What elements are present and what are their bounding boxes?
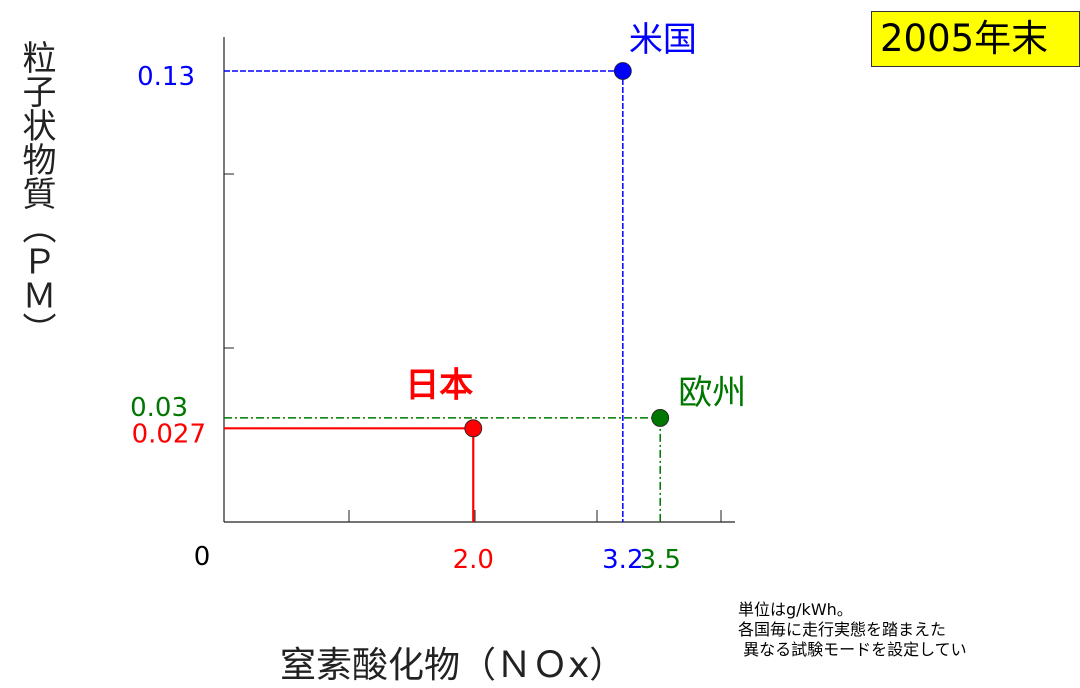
- y-value-label-0: 0.027: [132, 419, 206, 449]
- y-value-label-2: 0.03: [130, 393, 188, 423]
- footnote-line-3: 異なる試験モードを設定してい: [738, 640, 967, 659]
- point-1: [613, 62, 632, 80]
- series-name-0: 日本: [405, 365, 473, 405]
- y-axis-title: 粒子状物質（ＰＭ）: [16, 40, 56, 346]
- chart-marks: 2.0 0.027 日本 3.2 0.13 米国 3.5 0.03 欧州: [130, 20, 746, 575]
- point-2: [651, 409, 670, 427]
- x-value-label-0: 2.0: [453, 545, 494, 575]
- x-value-label-2: 3.5: [640, 545, 681, 575]
- footnote-line-1: 単位はg/kWh。: [738, 600, 853, 619]
- footnote-line-2: 各国毎に走行実態を踏まえた: [738, 620, 947, 639]
- series-name-2: 欧州: [678, 373, 746, 413]
- x-axis-title: 窒素酸化物（ＮＯx）: [280, 645, 626, 686]
- axes: 0: [194, 37, 735, 572]
- origin-label: 0: [194, 542, 211, 572]
- series-name-1: 米国: [629, 20, 697, 60]
- x-value-label-1: 3.2: [602, 545, 643, 575]
- footnote: 単位はg/kWh。 各国毎に走行実態を踏まえた 異なる試験モードを設定してい: [738, 600, 967, 660]
- year-badge: 2005年末: [871, 11, 1080, 67]
- point-0: [464, 419, 483, 438]
- y-value-label-1: 0.13: [137, 62, 195, 92]
